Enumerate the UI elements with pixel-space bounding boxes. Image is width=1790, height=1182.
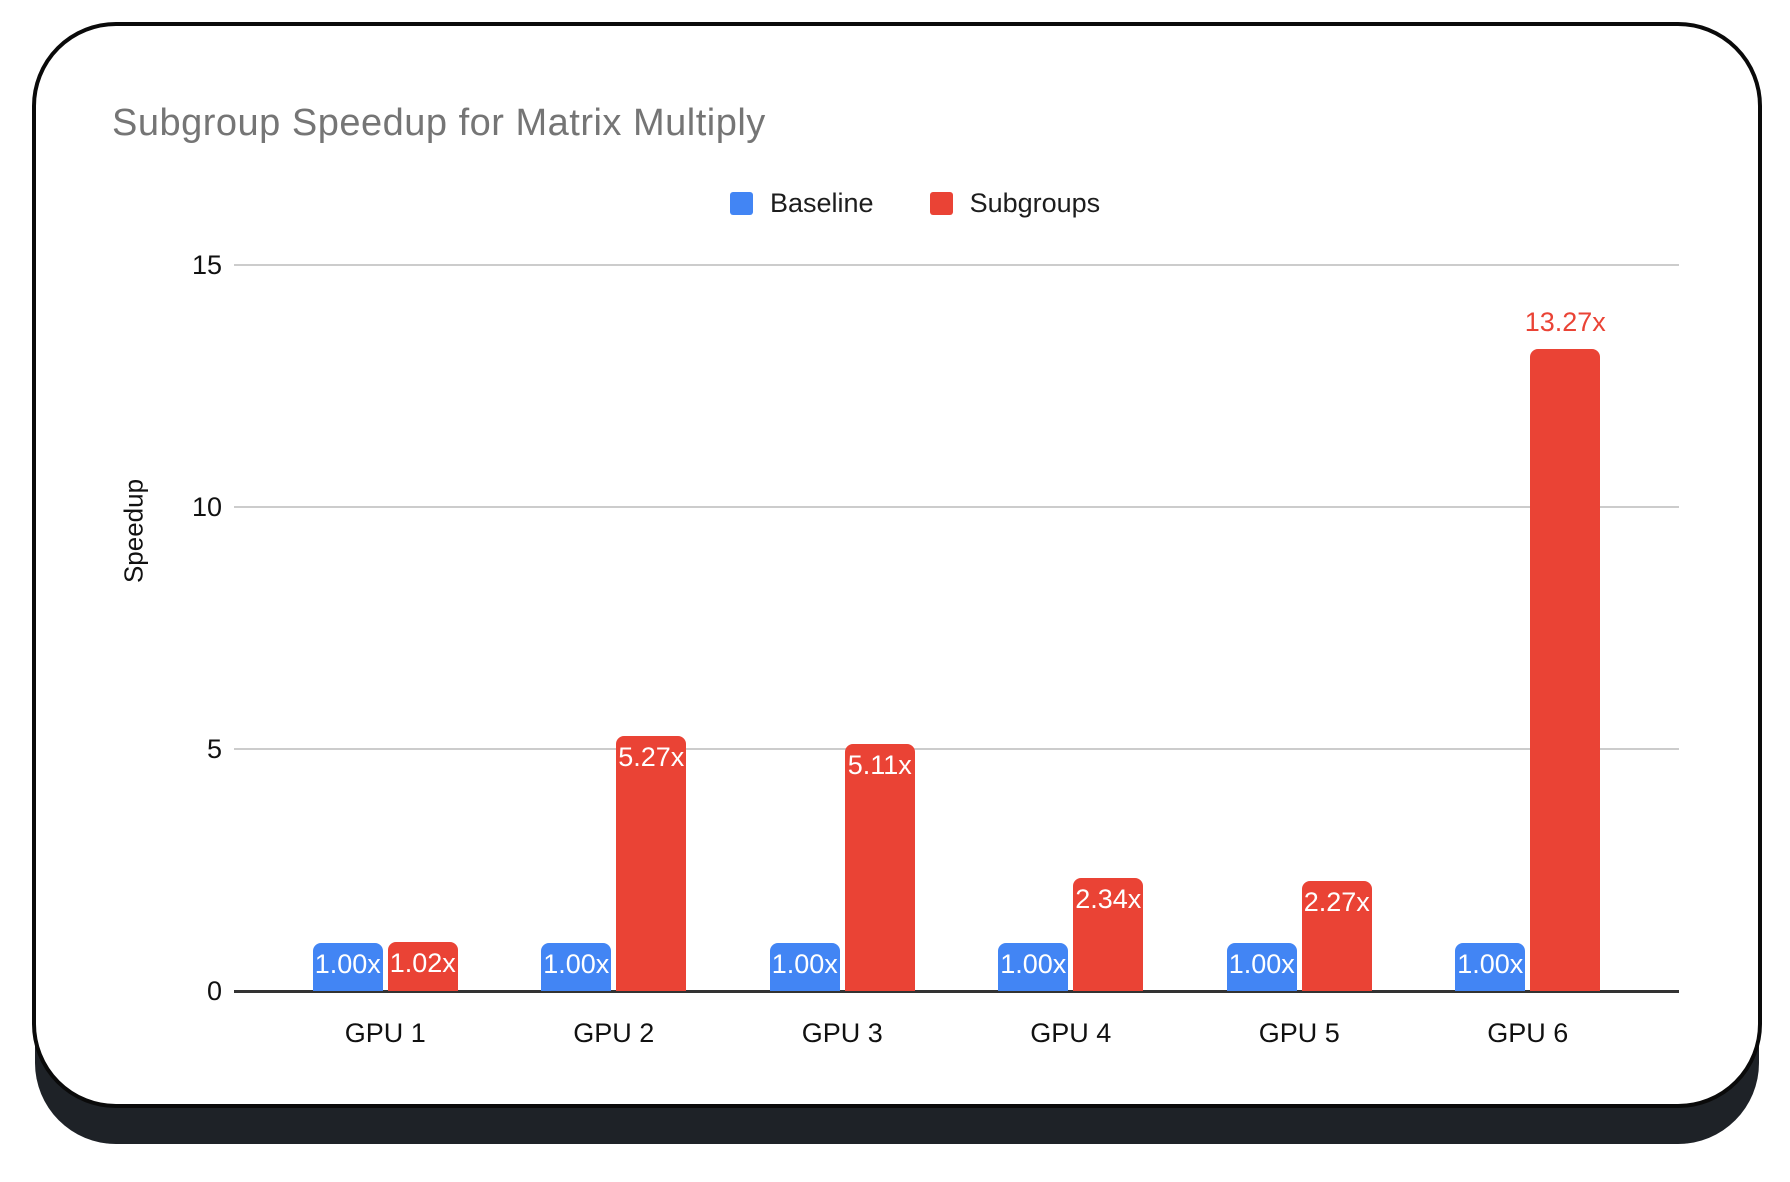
- bar-baseline-gpu2: [541, 942, 612, 991]
- bar-baseline-gpu4: [998, 942, 1069, 991]
- bar-subgroups-gpu2: [616, 735, 687, 991]
- bar-value-label: 5.11x: [847, 749, 912, 780]
- bar-baseline-gpu1: [312, 942, 383, 991]
- bar-value-label: 5.27x: [618, 741, 685, 772]
- x-axis-label-gpu3: GPU 3: [801, 1018, 883, 1048]
- legend-item-subgroups: Subgroups: [929, 188, 1101, 219]
- y-tick-label: 5: [206, 734, 222, 764]
- x-axis-label-gpu5: GPU 5: [1258, 1018, 1340, 1048]
- bar-value-label: 13.27x: [1524, 306, 1606, 337]
- gridline: [234, 748, 1679, 750]
- bar-baseline-gpu6: [1455, 942, 1526, 991]
- bar-subgroups-gpu6: [1530, 348, 1601, 991]
- bar-value-label: 2.27x: [1303, 887, 1370, 918]
- x-axis-baseline: [234, 990, 1679, 993]
- bar-value-label: 2.34x: [1075, 883, 1142, 914]
- x-axis-label-gpu4: GPU 4: [1030, 1018, 1112, 1048]
- bar-baseline-gpu3: [769, 942, 840, 991]
- chart-legend: Baseline Subgroups: [730, 188, 1100, 219]
- bar-baseline-gpu5: [1226, 942, 1297, 991]
- y-tick-label: 10: [191, 492, 222, 522]
- x-axis-label-gpu6: GPU 6: [1487, 1018, 1569, 1048]
- legend-label-subgroups: Subgroups: [969, 188, 1101, 218]
- bar-value-label: 1.00x: [314, 948, 381, 979]
- x-axis-label-gpu1: GPU 1: [344, 1018, 426, 1048]
- bar-value-label: 1.00x: [543, 948, 610, 979]
- chart-card: Subgroup Speedup for Matrix Multiply Bas…: [32, 22, 1762, 1108]
- bar-value-label: 1.00x: [1000, 948, 1067, 979]
- bar-value-label: 1.00x: [1228, 948, 1295, 979]
- legend-item-baseline: Baseline: [730, 188, 874, 219]
- legend-swatch-baseline-icon: [730, 192, 753, 215]
- x-axis-label-gpu2: GPU 2: [573, 1018, 655, 1048]
- bar-value-label: 1.00x: [771, 948, 838, 979]
- y-tick-label: 15: [191, 250, 222, 280]
- chart-title: Subgroup Speedup for Matrix Multiply: [112, 102, 766, 144]
- bar-value-label: 1.02x: [389, 947, 456, 978]
- bar-subgroups-gpu5: [1301, 881, 1372, 991]
- plot-area: 0 5 10 15 1.00x 1.02x GPU 1 1.00x 5.27x GPU 2 1.00…: [36, 26, 1758, 1104]
- gridline: [234, 506, 1679, 508]
- bar-value-label: 1.00x: [1457, 948, 1524, 979]
- gridline: [234, 264, 1679, 266]
- y-tick-label: 0: [206, 976, 222, 1006]
- bar-subgroups-gpu1: [387, 941, 458, 991]
- legend-label-baseline: Baseline: [770, 188, 874, 218]
- legend-swatch-subgroups-icon: [929, 192, 953, 215]
- bar-subgroups-gpu4: [1073, 877, 1144, 991]
- bar-subgroups-gpu3: [844, 743, 915, 991]
